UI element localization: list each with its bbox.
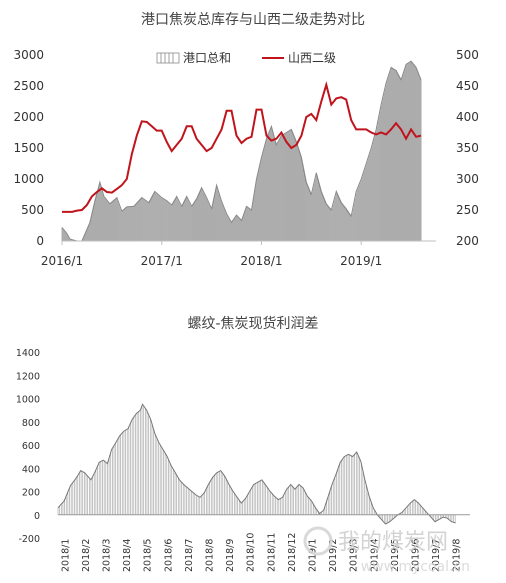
y-left-tick-label: 500 (21, 203, 44, 217)
x-tick-label: 2018/4 (122, 539, 133, 572)
y-tick-label: 1400 (16, 348, 40, 359)
chart1-bar-outline (61, 60, 422, 242)
y-tick-label: 200 (22, 488, 40, 499)
x-tick-label: 2018/8 (205, 539, 216, 572)
x-tick-label: 2018/11 (266, 533, 277, 572)
y-tick-label: 1000 (16, 395, 40, 406)
chart2-title: 螺纹-焦炭现货利润差 (187, 315, 318, 332)
chart1-x-axis-ticks: 2016/1 2017/1 2018/1 2019/1 (41, 241, 382, 268)
y-tick-label: -200 (18, 534, 40, 545)
chart1-right-axis-ticks: 200 250 300 350 400 450 500 (456, 48, 479, 248)
x-tick-label: 2019/7 (431, 539, 442, 572)
x-tick-label: 2019/2 (328, 539, 339, 572)
x-tick-label: 2019/8 (452, 539, 463, 572)
y-right-tick-label: 400 (456, 110, 479, 124)
x-tick-label: 2019/6 (411, 539, 422, 572)
y-right-tick-label: 300 (456, 172, 479, 186)
y-left-tick-label: 3000 (13, 48, 44, 62)
legend-label-port: 港口总和 (183, 51, 231, 65)
x-tick-label: 2018/9 (225, 539, 236, 572)
x-tick-label: 2018/6 (163, 539, 174, 572)
x-tick-label: 2019/3 (349, 539, 360, 572)
x-tick-label: 2019/5 (390, 539, 401, 572)
y-right-tick-label: 500 (456, 48, 479, 62)
watermark: 我的煤炭网 www.mycoal.cn (303, 526, 470, 575)
x-tick-label: 2018/7 (184, 539, 195, 572)
chart1-bar-series (61, 61, 422, 241)
y-tick-label: 400 (22, 464, 40, 475)
watermark-text: 我的煤炭网 (338, 530, 448, 555)
x-tick-label: 2018/10 (246, 533, 257, 572)
watermark-logo-icon (303, 526, 333, 556)
x-tick-label: 2018/1 (240, 254, 282, 268)
x-tick-label: 2018/5 (143, 539, 154, 572)
watermark-url: www.mycoal.cn (361, 559, 470, 575)
y-right-tick-label: 450 (456, 79, 479, 93)
y-left-tick-label: 2000 (13, 110, 44, 124)
x-tick-label: 2019/1 (308, 539, 319, 572)
y-left-tick-label: 0 (36, 234, 44, 248)
legend-label-shanxi: 山西二级 (288, 51, 336, 65)
y-tick-label: 0 (34, 511, 40, 522)
x-tick-label: 2016/1 (41, 254, 83, 268)
x-tick-label: 2018/2 (81, 539, 92, 572)
chart1-left-axis-ticks: 0 500 1000 1500 2000 2500 3000 (13, 48, 44, 248)
chart2-y-axis-ticks: -200 0 200 400 600 800 1000 1200 1400 (16, 348, 40, 545)
chart1-legend: 港口总和 山西二级 (156, 51, 336, 65)
x-tick-label: 2019/1 (340, 254, 382, 268)
y-right-tick-label: 250 (456, 203, 479, 217)
chart1-line-series (62, 81, 422, 213)
chart2-bar-series (57, 405, 456, 524)
x-tick-label: 2018/12 (287, 533, 298, 572)
x-tick-label: 2018/1 (60, 539, 71, 572)
y-right-tick-label: 200 (456, 234, 479, 248)
x-tick-label: 2018/3 (102, 539, 113, 572)
y-right-tick-label: 350 (456, 141, 479, 155)
y-tick-label: 800 (22, 418, 40, 429)
chart2-x-axis-ticks: 2018/1 2018/2 2018/3 2018/4 2018/5 2018/6 2018… (60, 533, 462, 572)
y-left-tick-label: 2500 (13, 79, 44, 93)
chart1-title: 港口焦炭总库存与山西二级走势对比 (141, 12, 365, 28)
y-left-tick-label: 1500 (13, 141, 44, 155)
x-tick-label: 2017/1 (141, 254, 183, 268)
y-tick-label: 600 (22, 441, 40, 452)
chart2-bar-outline (57, 403, 456, 525)
legend-bar-swatch (156, 52, 180, 64)
x-tick-label: 2019/4 (369, 539, 380, 572)
y-tick-label: 1200 (16, 371, 40, 382)
y-left-tick-label: 1000 (13, 172, 44, 186)
